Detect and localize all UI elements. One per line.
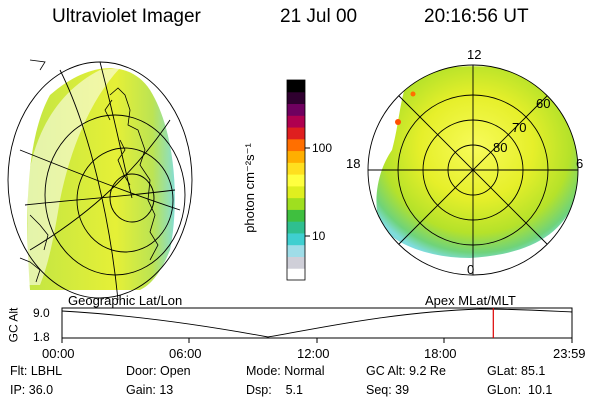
y-label-top: 9.0 (33, 306, 50, 320)
gc-alt-axis-title: GC Alt (6, 307, 21, 343)
geographic-label: Geographic Lat/Lon (68, 293, 183, 308)
status-glat: GLat: 85.1 (487, 364, 546, 378)
time-label: 20:16:56 UT (424, 6, 529, 27)
colorbar-label-100: 100 (312, 141, 333, 155)
lat-label-70: 70 (512, 120, 527, 135)
lat-label-60: 60 (536, 96, 551, 111)
status-door: Door: Open (126, 364, 191, 378)
colorbar-segment (287, 209, 305, 222)
mlt-label-18: 18 (346, 156, 361, 171)
colorbar-segment (287, 244, 305, 257)
colorbar-segment (287, 268, 305, 281)
mlt-label-0: 0 (467, 262, 475, 277)
timeline-ticks (61, 338, 573, 343)
x-tick-0000: 00:00 (42, 346, 75, 361)
x-tick-0600: 06:00 (169, 346, 202, 361)
y-label-bottom: 1.8 (33, 330, 50, 344)
colorbar-segment (287, 127, 305, 140)
colorbar-segment (287, 138, 305, 152)
colorbar-unit-label: photon cm⁻²s⁻¹ (241, 143, 257, 233)
x-tick-1800: 18:00 (424, 346, 457, 361)
polar-plot (367, 64, 579, 276)
geographic-map (7, 59, 193, 301)
colorbar-segment (287, 80, 305, 93)
colorbar-frame (286, 79, 306, 281)
x-tick-1200: 12:00 (297, 346, 330, 361)
status-glon: GLon: 10.1 (487, 383, 553, 397)
x-tick-2359: 23:59 (553, 346, 586, 361)
status-gain: Gain: 13 (126, 383, 174, 397)
colorbar-segment (287, 256, 305, 269)
colorbar-segment (287, 197, 305, 210)
colorbar-segment (287, 162, 305, 175)
apex-label: Apex MLat/MLT (425, 293, 516, 308)
colorbar-segment (287, 115, 305, 128)
colorbar-segment (287, 232, 305, 246)
status-mode: Mode: Normal (246, 364, 325, 378)
lat-label-80: 80 (493, 140, 508, 155)
mlt-label-12: 12 (467, 47, 482, 62)
status-filter: Flt: LBHL (10, 364, 63, 378)
status-dsp: Dsp: 5.1 (246, 383, 303, 397)
mlt-label-6: 6 (576, 156, 584, 171)
altitude-curve (61, 308, 573, 338)
status-seq: Seq: 39 (366, 383, 410, 397)
colorbar-segment (287, 174, 305, 187)
colorbar-segment (287, 150, 305, 163)
colorbar-segment (287, 91, 305, 105)
app-title: Ultraviolet Imager (52, 6, 201, 27)
timeline-frame (61, 307, 573, 339)
colorbar-segment (287, 185, 305, 199)
date-label: 21 Jul 00 (280, 6, 358, 27)
colorbar-label-10: 10 (312, 229, 326, 243)
colorbar-segment (287, 221, 305, 234)
status-ip: IP: 36.0 (10, 383, 54, 397)
colorbar-segment (287, 103, 305, 116)
status-gc-alt: GC Alt: 9.2 Re (366, 364, 446, 378)
colorbar (287, 80, 305, 281)
